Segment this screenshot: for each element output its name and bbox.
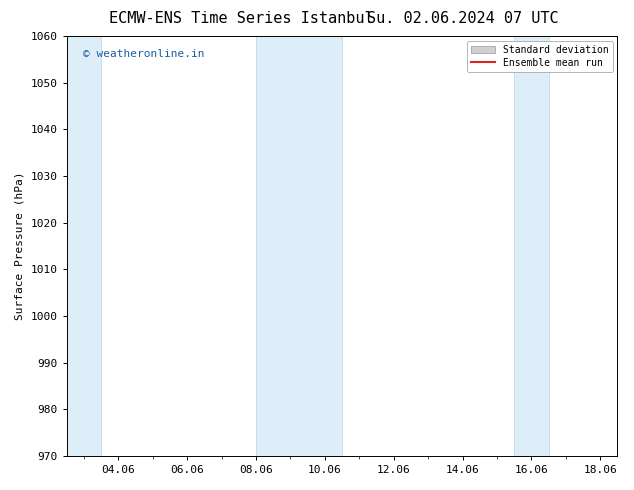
Legend: Standard deviation, Ensemble mean run: Standard deviation, Ensemble mean run bbox=[467, 41, 612, 72]
Bar bbox=[256, 36, 342, 456]
Text: ECMW-ENS Time Series Istanbul: ECMW-ENS Time Series Istanbul bbox=[108, 11, 373, 26]
Text: © weatheronline.in: © weatheronline.in bbox=[83, 49, 205, 59]
Bar bbox=[67, 36, 101, 456]
Y-axis label: Surface Pressure (hPa): Surface Pressure (hPa) bbox=[15, 172, 25, 320]
Text: Su. 02.06.2024 07 UTC: Su. 02.06.2024 07 UTC bbox=[367, 11, 559, 26]
Bar bbox=[514, 36, 548, 456]
